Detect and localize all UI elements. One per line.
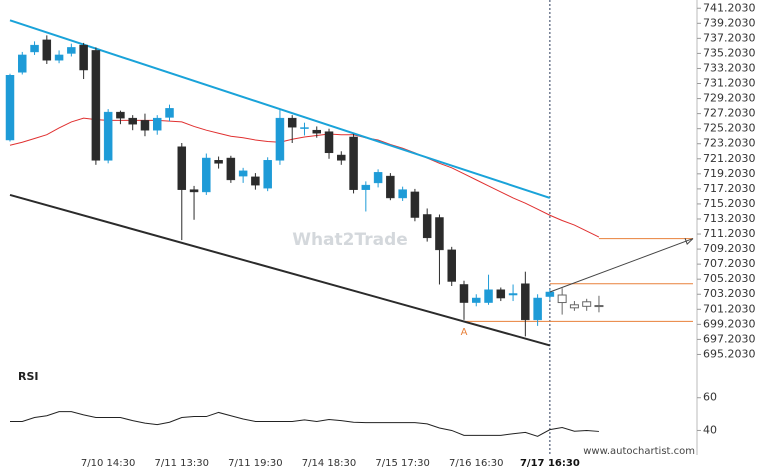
forecast-arrow bbox=[549, 238, 694, 293]
candle-body bbox=[91, 50, 101, 161]
candle-body bbox=[435, 217, 444, 251]
y-tick-label: 731.2030 bbox=[703, 77, 756, 90]
y-tick-label: 695.2030 bbox=[703, 347, 756, 360]
y-tick-label: 701.2030 bbox=[703, 302, 756, 315]
candle-body bbox=[202, 157, 211, 193]
y-tick-label: 703.2030 bbox=[703, 287, 756, 300]
y-tick-label: 711.2030 bbox=[703, 227, 756, 240]
y-tick-label: 715.2030 bbox=[703, 197, 756, 210]
rsi-line bbox=[10, 411, 599, 437]
candle-body bbox=[533, 297, 542, 321]
arrow-head bbox=[684, 238, 694, 245]
candle-body bbox=[545, 291, 555, 297]
candle-body bbox=[398, 189, 407, 199]
candle-body bbox=[189, 189, 199, 193]
candle-body bbox=[177, 146, 187, 190]
candle-body bbox=[5, 75, 15, 141]
candle-body bbox=[459, 284, 469, 303]
candle-body bbox=[386, 175, 395, 199]
candle-body bbox=[422, 214, 432, 239]
source-label: www.autochartist.com bbox=[583, 446, 695, 457]
candle-body bbox=[361, 184, 371, 190]
candle-body bbox=[300, 127, 309, 129]
y-tick-label: 733.2030 bbox=[703, 61, 756, 74]
candle-body bbox=[30, 44, 39, 53]
x-tick-label: 7/11 19:30 bbox=[228, 458, 282, 469]
candle-body bbox=[337, 154, 346, 161]
candle-body bbox=[140, 120, 150, 131]
x-tick-label: 7/16 16:30 bbox=[449, 458, 503, 469]
trendline bbox=[9, 193, 551, 347]
candle-body bbox=[287, 117, 297, 128]
candle-body bbox=[569, 304, 579, 309]
candle-body bbox=[263, 160, 272, 189]
y-tick-label: 727.2030 bbox=[703, 107, 756, 120]
candle-body bbox=[214, 160, 223, 164]
x-tick-label: 7/15 17:30 bbox=[375, 458, 429, 469]
candle-body bbox=[226, 157, 236, 181]
candle-body bbox=[496, 289, 506, 299]
candle-body bbox=[410, 191, 420, 218]
candle-body bbox=[472, 297, 481, 303]
candle-body bbox=[42, 39, 52, 61]
candle-body bbox=[103, 111, 113, 161]
candle-body bbox=[508, 293, 518, 296]
y-tick-label: 697.2030 bbox=[703, 332, 756, 345]
candle-body bbox=[128, 117, 137, 125]
y-tick-label: 713.2030 bbox=[703, 212, 756, 225]
y-tick-label: 729.2030 bbox=[703, 92, 756, 105]
candle-body bbox=[484, 289, 493, 303]
candle-body bbox=[349, 136, 358, 190]
point-label: A bbox=[461, 327, 468, 338]
y-tick-label: 721.2030 bbox=[703, 152, 756, 165]
x-tick-label: 7/14 18:30 bbox=[302, 458, 356, 469]
candle-body bbox=[152, 117, 162, 131]
y-tick-label: 735.2030 bbox=[703, 46, 756, 59]
candle-body bbox=[116, 111, 125, 119]
y-tick-label: 723.2030 bbox=[703, 137, 756, 150]
y-tick-label: 717.2030 bbox=[703, 182, 756, 195]
candle-body bbox=[79, 44, 88, 71]
rsi-tick-label: 60 bbox=[703, 391, 717, 404]
candle-body bbox=[54, 54, 64, 61]
y-tick-label: 719.2030 bbox=[703, 167, 756, 180]
candle-body bbox=[594, 305, 604, 308]
candle-body bbox=[557, 294, 567, 304]
candle-body bbox=[238, 170, 248, 177]
x-tick-label: 7/11 13:30 bbox=[155, 458, 209, 469]
y-tick-label: 741.2030 bbox=[703, 1, 756, 14]
y-tick-label: 737.2030 bbox=[703, 31, 756, 44]
candle-body bbox=[275, 117, 285, 161]
candle-body bbox=[324, 131, 334, 154]
x-tick-label: 7/17 16:30 bbox=[520, 458, 580, 469]
trendline bbox=[9, 19, 551, 199]
rsi-tick-label: 40 bbox=[703, 423, 717, 436]
x-tick-label: 7/10 14:30 bbox=[81, 458, 135, 469]
y-tick-label: 705.2030 bbox=[703, 272, 756, 285]
candle-body bbox=[18, 54, 27, 73]
candle-body bbox=[447, 249, 456, 282]
candle-body bbox=[165, 108, 174, 118]
candle-body bbox=[373, 172, 383, 184]
rsi-label: RSI bbox=[18, 370, 39, 383]
y-tick-label: 707.2030 bbox=[703, 257, 756, 270]
candle-body bbox=[312, 129, 321, 134]
candle-body bbox=[521, 283, 530, 321]
candle-body bbox=[251, 176, 260, 186]
y-tick-label: 709.2030 bbox=[703, 242, 756, 255]
y-tick-label: 725.2030 bbox=[703, 122, 756, 135]
watermark: What2Trade bbox=[292, 230, 408, 250]
y-tick-label: 699.2030 bbox=[703, 317, 756, 330]
candle-body bbox=[582, 301, 592, 307]
y-tick-label: 739.2030 bbox=[703, 16, 756, 29]
candle-body bbox=[67, 47, 76, 54]
